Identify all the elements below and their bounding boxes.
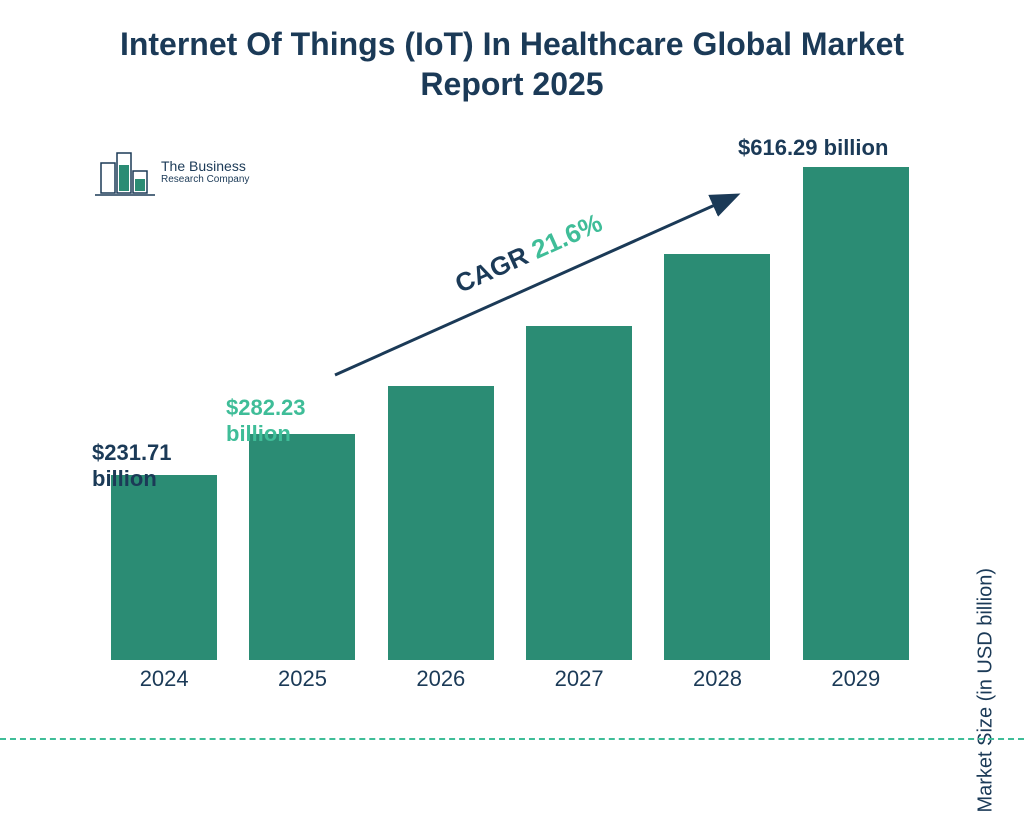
bar xyxy=(388,386,494,660)
data-label-2024: $231.71billion xyxy=(92,440,172,493)
bar xyxy=(249,434,355,660)
bar-slot xyxy=(787,167,925,660)
bar-chart: 202420252026202720282029 xyxy=(95,140,925,700)
data-label-2029: $616.29 billion xyxy=(738,135,888,161)
bar-slot xyxy=(233,434,371,660)
bar-slot xyxy=(648,254,786,660)
data-label-2025: $282.23billion xyxy=(226,395,306,448)
x-axis-label: 2028 xyxy=(648,660,786,700)
chart-title: Internet Of Things (IoT) In Healthcare G… xyxy=(80,24,944,104)
x-axis-label: 2025 xyxy=(233,660,371,700)
bar xyxy=(803,167,909,660)
x-axis-label: 2029 xyxy=(787,660,925,700)
bar-slot xyxy=(510,326,648,660)
x-axis-label: 2026 xyxy=(372,660,510,700)
x-axis-label: 2027 xyxy=(510,660,648,700)
bar xyxy=(111,475,217,660)
y-axis-label: Market Size (in USD billion) xyxy=(975,568,998,813)
bar xyxy=(526,326,632,660)
x-axis-label: 2024 xyxy=(95,660,233,700)
bar-slot xyxy=(372,386,510,660)
bar xyxy=(664,254,770,660)
bar-slot xyxy=(95,475,233,660)
bottom-dashed-divider xyxy=(0,738,1024,740)
